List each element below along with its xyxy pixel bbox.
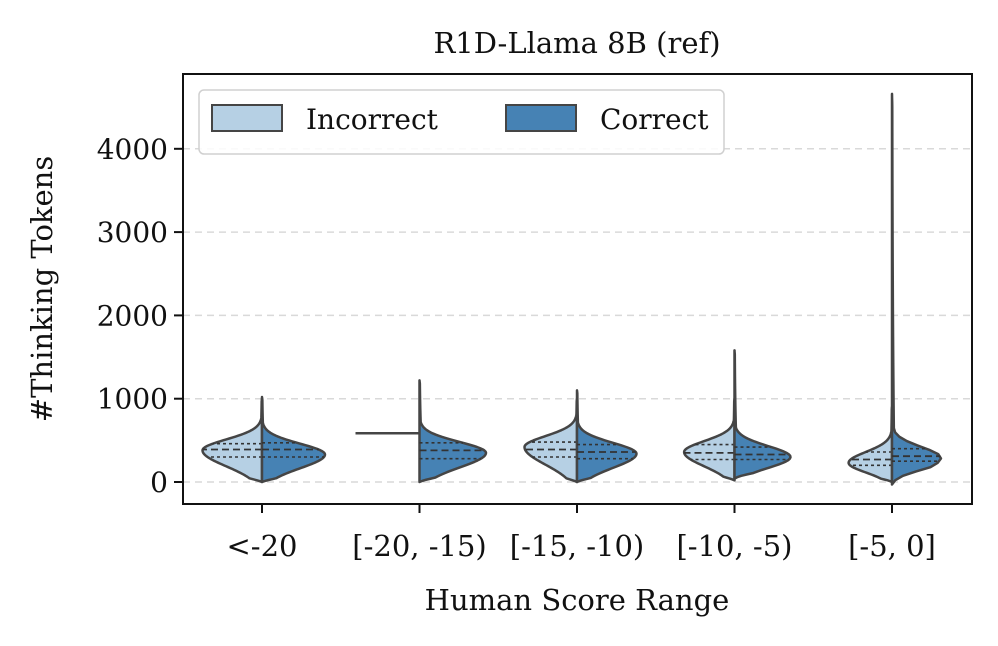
violins — [201, 92, 943, 486]
violin-body — [890, 92, 943, 486]
violin-correct-1 — [418, 379, 488, 484]
violin-correct-0 — [260, 395, 327, 484]
violin-correct-4 — [890, 92, 943, 486]
axes: 0 1000 2000 3000 4000 <-20 [-20, -15) [-15, -10… — [97, 133, 936, 563]
violin-body — [682, 397, 736, 482]
y-tick-label: 1000 — [97, 383, 168, 416]
y-tick-label: 4000 — [97, 133, 168, 166]
y-tick-label: 3000 — [97, 216, 168, 249]
x-tick-label: [-5, 0] — [848, 529, 936, 563]
violin-body — [260, 395, 327, 484]
y-tick-label: 2000 — [97, 299, 168, 332]
x-tick-label: [-15, -10) — [510, 529, 644, 563]
violin-body — [523, 397, 579, 484]
violin-incorrect-2 — [523, 397, 579, 484]
legend-swatch-correct — [505, 104, 577, 132]
legend-swatch-incorrect — [211, 104, 283, 132]
violin-correct-3 — [733, 349, 792, 480]
legend-label-incorrect: Incorrect — [306, 103, 439, 136]
x-tick-label: [-20, -15) — [352, 529, 486, 563]
violin-body — [418, 379, 488, 484]
legend-label-correct: Correct — [600, 103, 709, 136]
violin-correct-2 — [575, 389, 638, 484]
x-axis-label: Human Score Range — [425, 583, 730, 617]
legend-frame — [198, 89, 725, 155]
y-tick-label: 0 — [150, 466, 168, 499]
violin-body — [201, 397, 264, 484]
violin-body — [575, 389, 638, 484]
x-tick-label: <-20 — [227, 529, 298, 563]
violin-incorrect-3 — [682, 397, 736, 482]
violin-incorrect-4 — [847, 405, 894, 484]
legend: Incorrect Correct — [198, 89, 725, 155]
chart-title: R1D-Llama 8B (ref) — [433, 26, 720, 60]
violin-body — [847, 405, 894, 484]
violin-incorrect-0 — [201, 397, 264, 484]
x-tick-label: [-10, -5) — [676, 529, 792, 563]
y-axis-label: #Thinking Tokens — [25, 156, 59, 422]
